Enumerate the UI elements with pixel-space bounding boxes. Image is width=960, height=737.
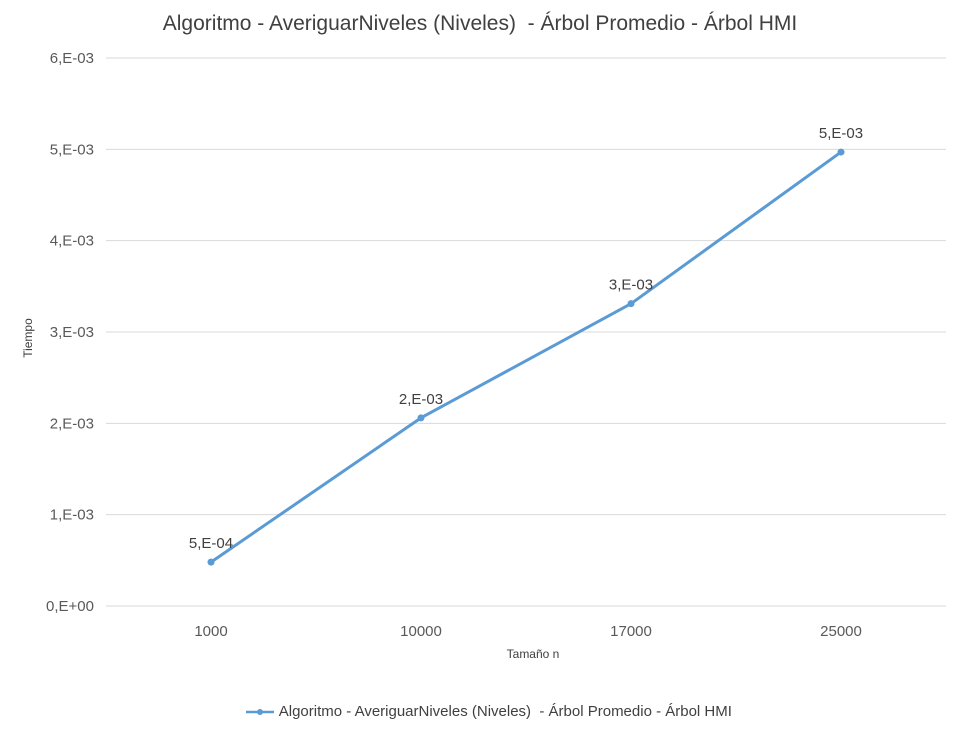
series-line <box>209 150 843 564</box>
data-label: 5,E-03 <box>819 125 863 142</box>
legend: Algoritmo - AveriguarNiveles (Niveles) -… <box>0 686 960 737</box>
x-axis-title: Tamaño n <box>506 647 560 661</box>
legend-label: Algoritmo - AveriguarNiveles (Niveles) -… <box>278 703 732 720</box>
data-point <box>627 300 635 308</box>
x-tick-label: 1000 <box>194 623 227 640</box>
data-label: 5,E-04 <box>189 535 233 552</box>
x-tick-label: 25000 <box>820 623 862 640</box>
x-tick-label: 10000 <box>400 623 442 640</box>
y-tick-label: 3,E-03 <box>50 324 94 341</box>
y-tick-label: 1,E-03 <box>50 507 94 524</box>
data-point <box>417 414 425 422</box>
y-tick-label: 0,E+00 <box>46 598 94 615</box>
y-tick-label: 2,E-03 <box>50 415 94 432</box>
x-tick-label: 17000 <box>610 623 652 640</box>
data-label: 2,E-03 <box>399 391 443 408</box>
chart: Algoritmo - AveriguarNiveles (Niveles) -… <box>21 12 946 720</box>
plot-area: 0,E+00 1,E-03 2,E-03 3,E-03 4,E-03 5,E-03 6,E-… <box>46 50 946 640</box>
data-label: 3,E-03 <box>609 277 653 294</box>
y-tick-label: 4,E-03 <box>50 233 94 250</box>
chart-title: Algoritmo - AveriguarNiveles (Niveles) -… <box>162 12 798 35</box>
y-tick-label: 6,E-03 <box>50 50 94 67</box>
data-point <box>837 148 845 156</box>
legend-marker <box>245 709 274 716</box>
y-tick-label: 5,E-03 <box>50 141 94 158</box>
data-point <box>207 558 215 566</box>
